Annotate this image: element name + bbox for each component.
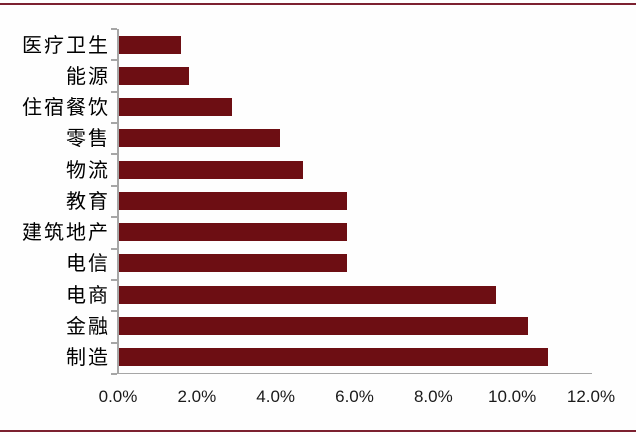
category-label: 住宿餐饮 — [22, 95, 110, 120]
bar-track — [118, 60, 591, 91]
bar-track — [118, 185, 591, 216]
category-label: 金融 — [66, 314, 110, 339]
chart-row: 教育 — [0, 185, 591, 216]
bar-track — [118, 29, 591, 60]
category-label: 建筑地产 — [22, 220, 110, 245]
x-axis-tick-label: 10.0% — [488, 387, 537, 406]
chart-row: 电信 — [0, 248, 591, 279]
y-axis-tick — [111, 278, 117, 281]
bar-track — [118, 92, 591, 123]
bar-track — [118, 342, 591, 373]
bar-track — [118, 123, 591, 154]
bar-track — [118, 279, 591, 310]
bar-track — [118, 248, 591, 279]
category-label: 电商 — [66, 282, 110, 307]
chart-row: 金融 — [0, 310, 591, 341]
category-label: 零售 — [66, 126, 110, 151]
y-axis-tick — [111, 122, 117, 125]
bar-track — [118, 310, 591, 341]
bar — [118, 98, 233, 117]
bar-track — [118, 217, 591, 248]
bar — [118, 160, 304, 179]
category-label: 物流 — [66, 157, 110, 182]
category-label: 能源 — [66, 63, 110, 88]
x-axis-tick-label: 2.0% — [177, 387, 217, 406]
chart-row: 制造 — [0, 342, 591, 373]
chart-row: 零售 — [0, 123, 591, 154]
y-axis-tick — [111, 247, 117, 250]
bar — [118, 129, 280, 148]
bar-chart-plot-area: 医疗卫生能源住宿餐饮零售物流教育建筑地产电信电商金融制造 — [0, 29, 591, 373]
category-label: 教育 — [66, 188, 110, 213]
x-axis-tick-label: 0.0% — [98, 387, 138, 406]
y-axis-tick — [111, 373, 117, 375]
category-label: 电信 — [66, 251, 110, 276]
y-axis-tick — [111, 153, 117, 156]
x-axis-tick-labels: 0.0% 2.0% 4.0% 6.0% 8.0% 10.0% 12.0% — [99, 387, 615, 409]
chart-row: 医疗卫生 — [0, 29, 591, 60]
bar — [118, 348, 548, 367]
y-axis-tick — [111, 341, 117, 344]
x-axis-line — [117, 373, 592, 374]
x-axis-tick-label: 12.0% — [566, 387, 616, 406]
y-axis-tick — [111, 28, 117, 30]
category-label: 医疗卫生 — [22, 32, 110, 57]
y-axis-ticks — [111, 28, 117, 375]
bar-track — [118, 154, 591, 185]
bar — [118, 223, 347, 242]
bar — [118, 66, 189, 85]
chart-row: 电商 — [0, 279, 591, 310]
chart-row: 住宿餐饮 — [0, 92, 591, 123]
y-axis-tick — [111, 90, 117, 93]
y-axis-line — [117, 29, 119, 374]
chart-row: 能源 — [0, 60, 591, 91]
bar — [118, 317, 528, 336]
bar — [118, 285, 497, 304]
y-axis-tick — [111, 184, 117, 187]
bar — [118, 254, 347, 273]
category-label: 制造 — [66, 345, 110, 370]
x-axis-tick-label: 6.0% — [335, 387, 374, 406]
x-axis-tick-label: 8.0% — [413, 387, 453, 406]
chart-row: 物流 — [0, 154, 591, 185]
y-axis-tick — [111, 216, 117, 219]
top-border-rule — [0, 3, 636, 5]
y-axis-tick — [111, 310, 117, 313]
bottom-border-rule — [0, 430, 636, 432]
y-axis-tick — [111, 59, 117, 62]
bar — [118, 35, 182, 54]
x-axis-tick-label: 4.0% — [256, 387, 296, 406]
bar — [118, 191, 347, 210]
chart-row: 建筑地产 — [0, 217, 591, 248]
